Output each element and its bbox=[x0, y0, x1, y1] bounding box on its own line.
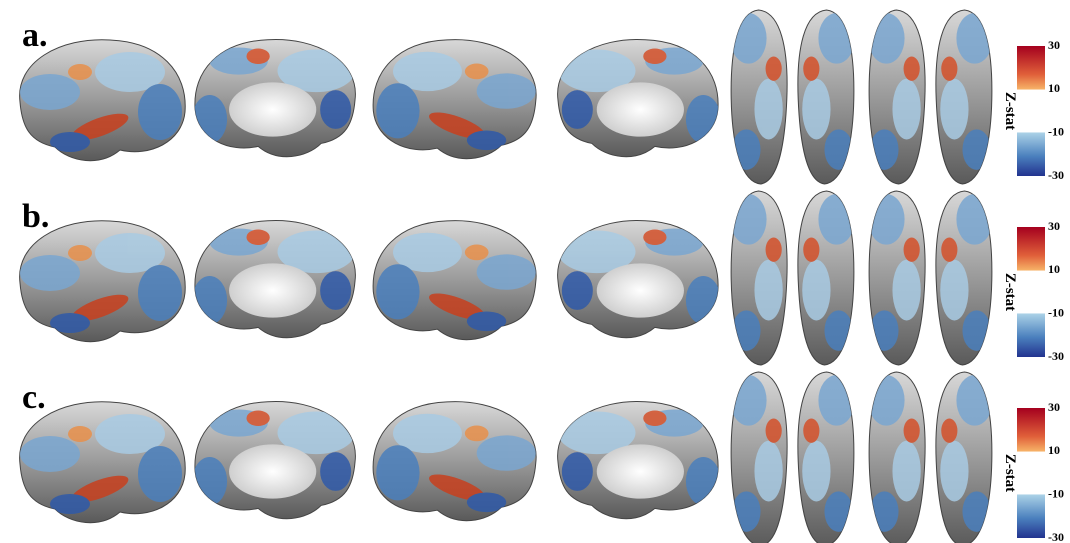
panel-label: b. bbox=[22, 198, 49, 235]
brain-medial-left bbox=[192, 40, 355, 157]
colorbar-tick-label: -30 bbox=[1048, 349, 1064, 363]
brain-lateral-right bbox=[373, 402, 536, 521]
colorbar-tick-label: -10 bbox=[1048, 124, 1064, 138]
colorbar-title: Z-stat bbox=[1002, 92, 1018, 130]
colorbar-tick-label: -10 bbox=[1048, 486, 1064, 500]
brain-medial-left bbox=[192, 402, 355, 519]
panel-label: c. bbox=[22, 379, 46, 416]
brain-dorsal-left bbox=[868, 10, 925, 184]
colorbar-tick-label: 10 bbox=[1048, 81, 1060, 95]
brain-medial-right bbox=[558, 221, 721, 338]
colorbar-title: Z-stat bbox=[1002, 454, 1018, 492]
brain-lateral-right bbox=[373, 221, 536, 340]
brain-ventral-left bbox=[730, 191, 787, 365]
colorbar-tick-label: 10 bbox=[1048, 262, 1060, 276]
panel: c. 30 10 -10 -30 Z-stat bbox=[20, 372, 1064, 543]
brain-dorsal-right bbox=[936, 10, 993, 184]
brain-dorsal-left bbox=[868, 372, 925, 543]
brain-ventral-right bbox=[798, 191, 855, 365]
colorbar-tick-label: 30 bbox=[1048, 400, 1060, 414]
brain-lateral-left bbox=[20, 402, 186, 523]
colorbar-tick-label: 30 bbox=[1048, 38, 1060, 52]
panel: a. 30 10 -10 -30 Z-stat bbox=[20, 10, 1064, 184]
panels: a. 30 10 -10 -30 Z-stat b. 30 10 -10 -30 Z-stat c. 30… bbox=[20, 10, 1064, 543]
brain-medial-right bbox=[558, 40, 721, 157]
brain-ventral-left bbox=[730, 372, 787, 543]
brain-ventral-right bbox=[798, 10, 855, 184]
brain-dorsal-left bbox=[868, 191, 925, 365]
brain-medial-left bbox=[192, 221, 355, 338]
colorbar-tick-label: -10 bbox=[1048, 305, 1064, 319]
panel: b. 30 10 -10 -30 Z-stat bbox=[20, 191, 1064, 365]
brain-lateral-right bbox=[373, 40, 536, 159]
panel-label: a. bbox=[22, 17, 48, 54]
colorbar-tick-label: -30 bbox=[1048, 168, 1064, 182]
brain-ventral-left bbox=[730, 10, 787, 184]
colorbar bbox=[1017, 227, 1045, 357]
colorbar-tick-label: 30 bbox=[1048, 219, 1060, 233]
colorbar-tick-label: -30 bbox=[1048, 530, 1064, 543]
brain-medial-right bbox=[558, 402, 721, 519]
colorbar bbox=[1017, 46, 1045, 176]
colorbar-tick-label: 10 bbox=[1048, 443, 1060, 457]
brain-dorsal-right bbox=[936, 191, 993, 365]
brain-dorsal-right bbox=[936, 372, 993, 543]
brain-lateral-left bbox=[20, 40, 186, 161]
brain-lateral-left bbox=[20, 221, 186, 342]
colorbar bbox=[1017, 408, 1045, 538]
brain-ventral-right bbox=[798, 372, 855, 543]
colorbar-title: Z-stat bbox=[1002, 273, 1018, 311]
